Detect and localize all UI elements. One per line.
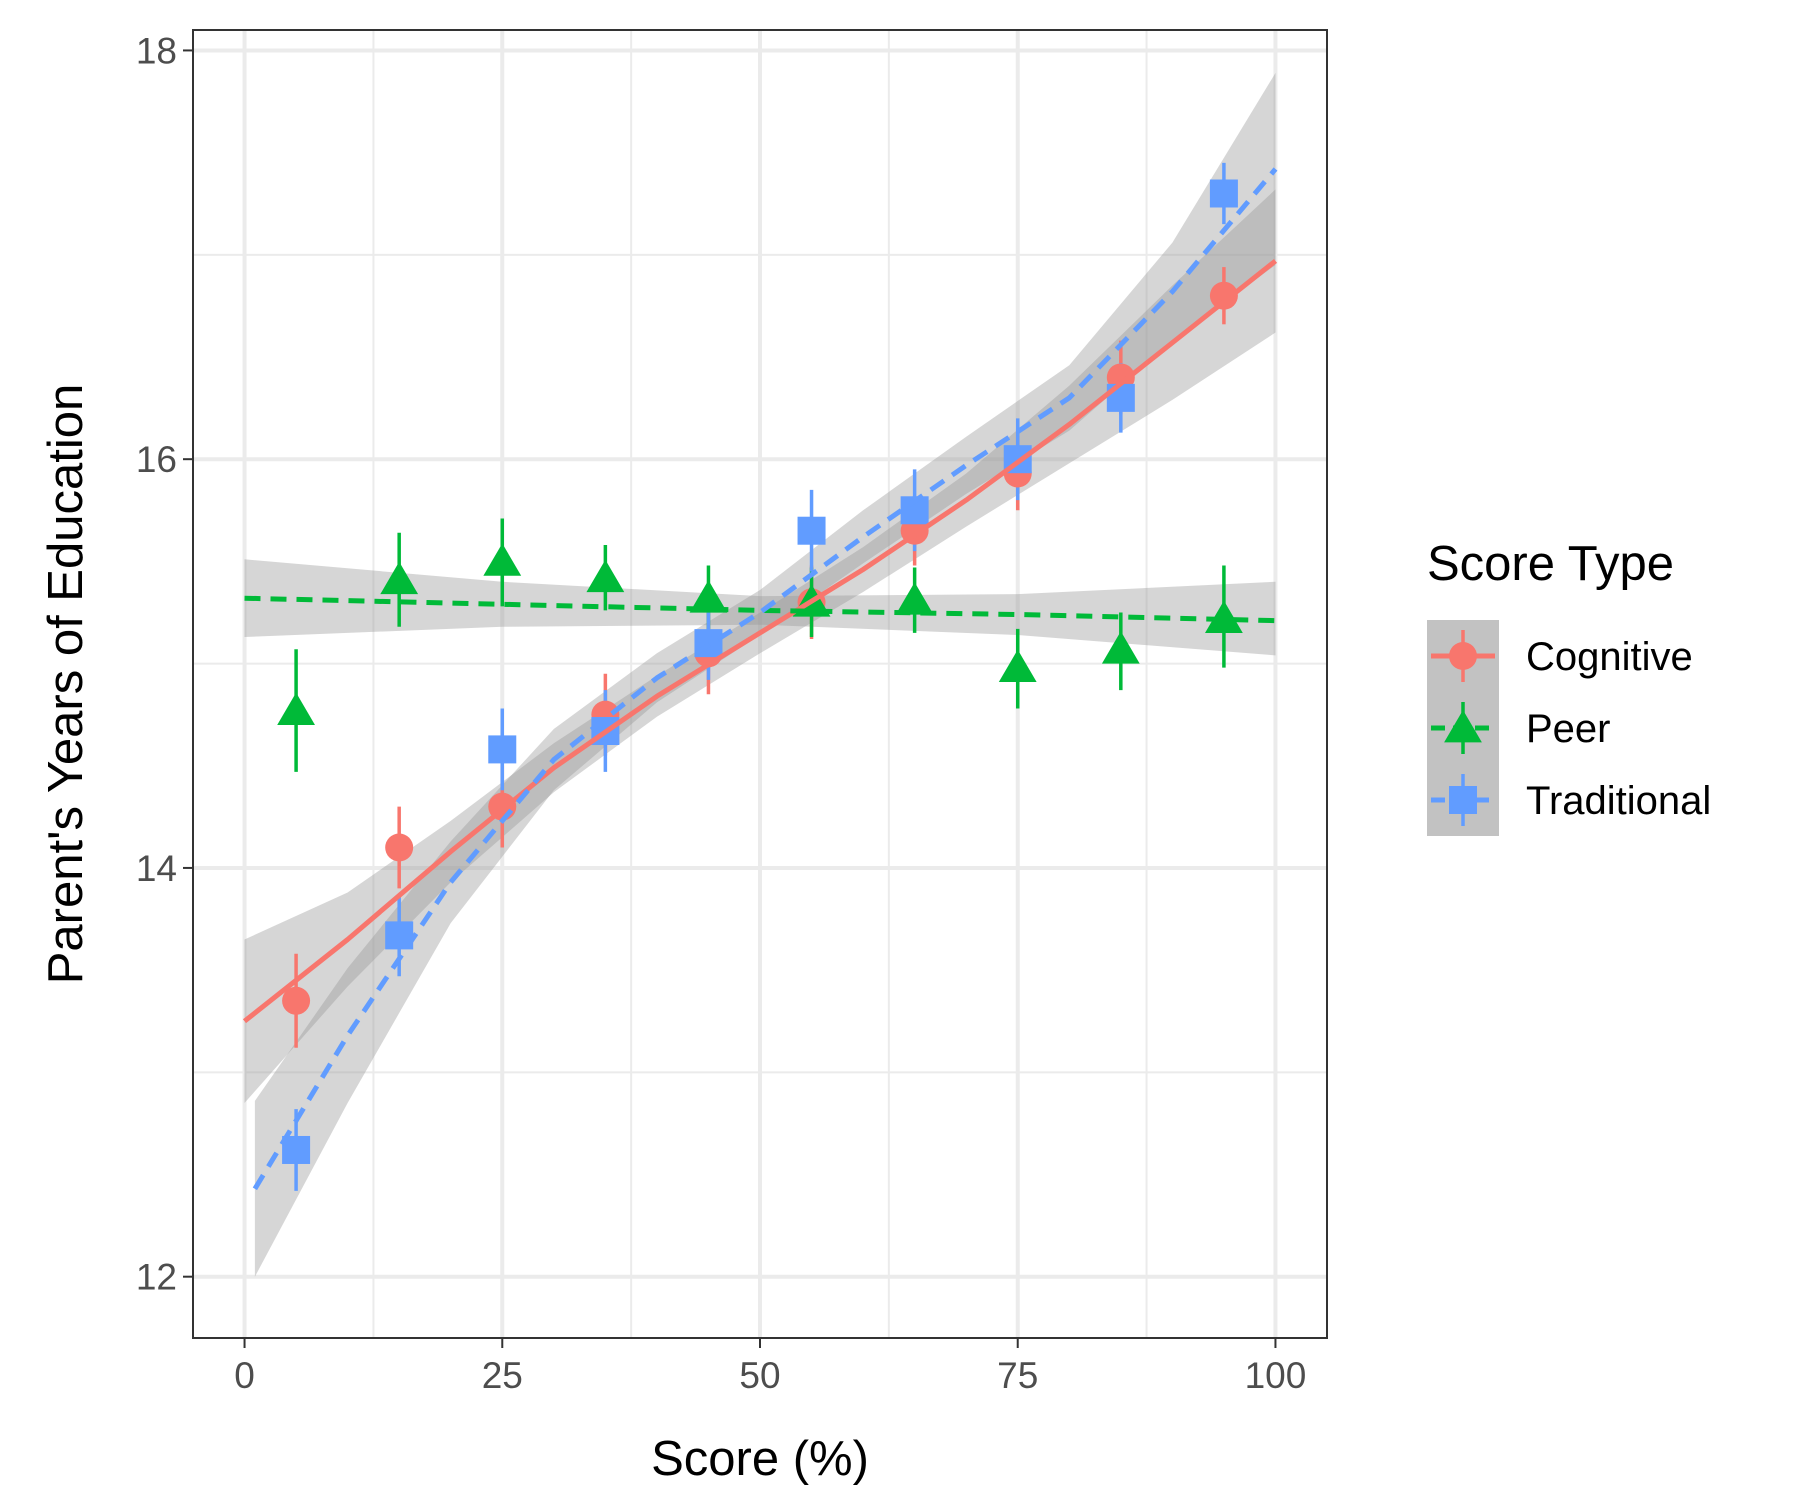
y-tick-label: 18 [136,30,177,71]
data-point-traditional [1209,179,1238,208]
data-point-peer [586,559,625,593]
x-axis-title: Score (%) [651,1432,869,1486]
confidence-band-cognitive [244,189,1276,1103]
legend-label-traditional: Traditional [1526,779,1711,823]
data-point-peer [998,649,1037,683]
x-tick-label: 0 [234,1355,255,1396]
y-tick-label: 16 [136,439,177,480]
fit-line-traditional [252,167,1278,1191]
data-point-peer [380,561,419,595]
data-point-peer [1101,631,1140,664]
data-point-cognitive [1209,281,1238,310]
data-point-peer [277,692,315,725]
legend-label-peer: Peer [1526,707,1611,751]
data-point-peer [483,543,522,576]
axes: 0 25 50 75 100 12 14 16 18 [136,30,1306,1396]
x-tick-label: 25 [482,1355,523,1396]
data-point-peer [895,582,934,615]
data-point-traditional [797,516,826,545]
data-point-cognitive [282,986,311,1015]
x-tick-label: 50 [739,1355,780,1396]
y-axis-title: Parent's Years of Education [39,384,93,985]
y-tick-label: 14 [136,848,177,889]
legend-marker-cognitive [1449,642,1477,670]
x-tick-label: 100 [1245,1355,1307,1396]
data-points [277,179,1243,1164]
data-point-traditional [1106,383,1135,412]
legend-title: Score Type [1427,537,1674,591]
fit-lines [242,167,1278,1191]
legend-marker-traditional [1449,786,1477,814]
data-point-cognitive [385,833,414,862]
legend: Score Type Cognitive Peer Traditional [1427,537,1711,836]
legend-marker-peer [1444,710,1482,743]
data-point-peer [1205,600,1243,633]
legend-label-cognitive: Cognitive [1526,635,1693,679]
fit-line-cognitive [242,258,1278,1024]
data-point-peer [689,580,728,613]
fit-line-peer [244,595,1276,624]
x-tick-label: 75 [997,1355,1038,1396]
data-point-traditional [488,735,517,764]
y-tick-label: 12 [136,1257,177,1298]
